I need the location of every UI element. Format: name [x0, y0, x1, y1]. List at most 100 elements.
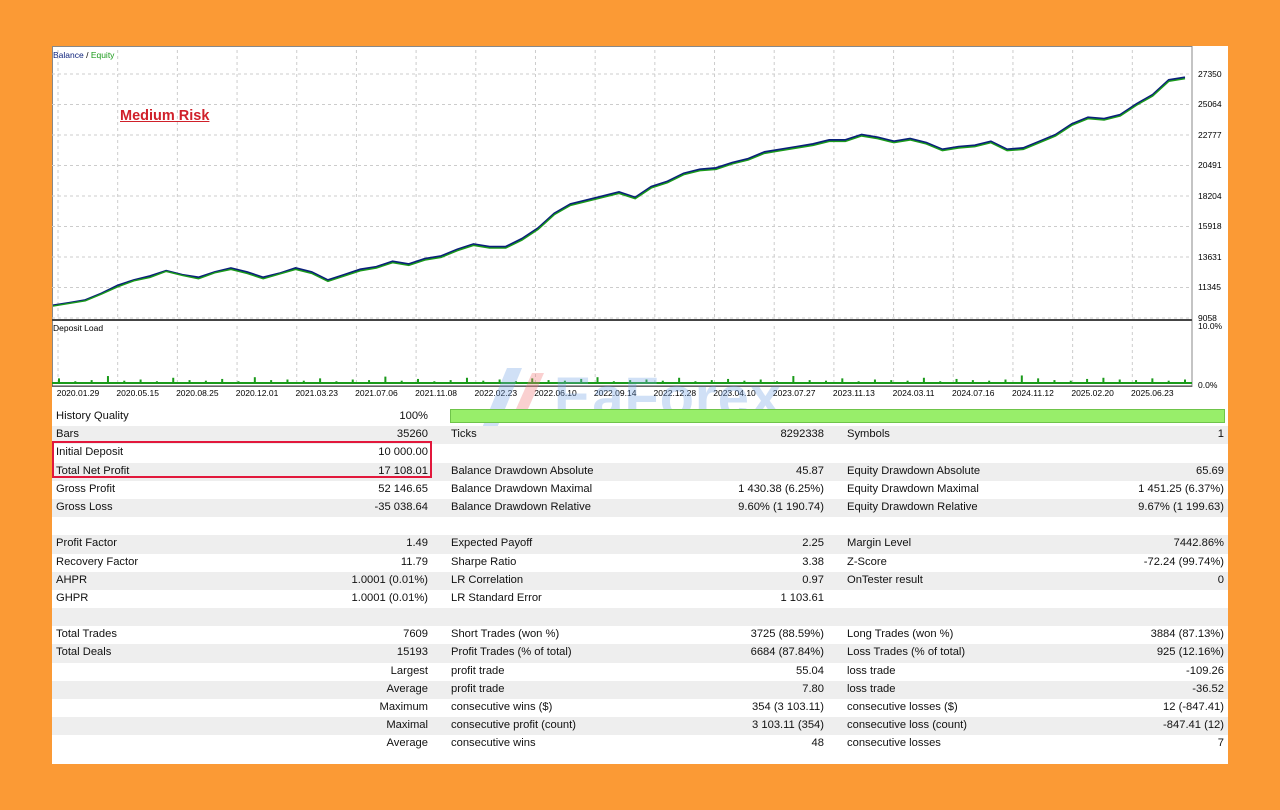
title-separator: /	[83, 50, 91, 60]
stat-label: Equity Drawdown Absolute	[847, 464, 981, 477]
stat-label: loss trade	[847, 682, 896, 695]
stat-label: Recovery Factor	[56, 555, 139, 568]
stats-row: Total Deals 15193 Profit Trades (% of tota…	[52, 644, 1228, 663]
stat-label: profit trade	[451, 682, 505, 695]
deposit-load-bar	[1184, 379, 1186, 384]
deposit-load-bar	[1102, 377, 1105, 384]
y-tick-label: 18204	[1198, 191, 1222, 201]
stat-label: Expected Payoff	[451, 537, 533, 550]
x-tick-label: 2025.06.23	[1131, 388, 1174, 398]
stat-value: 1.0001 (0.01%)	[351, 591, 429, 604]
stat-value: 6684 (87.84%)	[750, 646, 824, 659]
deposit-load-bar	[596, 377, 599, 384]
stat-value: 65.69	[1196, 464, 1224, 477]
stat-label: Initial Deposit	[56, 446, 124, 459]
stats-row: AHPR 1.0001 (0.01%) LR Correlation 0.97 OnTe…	[52, 571, 1228, 590]
deposit-load-bar	[759, 379, 762, 384]
stat-value: 0	[1217, 573, 1224, 586]
stat-value: 35260	[396, 428, 428, 441]
deposit-load-bar	[106, 376, 109, 384]
stat-value: 17 108.01	[378, 464, 428, 477]
deposit-load-bar	[417, 378, 420, 384]
deposit-load-bar	[1020, 375, 1023, 384]
deposit-load-title: Deposit Load	[53, 323, 104, 333]
stat-value: 3 103.11 (354)	[752, 719, 824, 732]
stat-value: 1	[1217, 428, 1224, 441]
stat-label: Z-Score	[847, 555, 887, 568]
deposit-load-bar	[792, 376, 795, 384]
stat-value: -35 038.64	[374, 500, 429, 513]
stats-row: Total Net Profit 17 108.01 Balance Drawdow…	[52, 462, 1228, 481]
deposit-load-bar	[172, 377, 175, 384]
history-quality-bar	[450, 409, 1225, 423]
stat-label: Profit Factor	[56, 537, 117, 550]
x-tick-label: 2020.05.15	[116, 388, 159, 398]
stat-value: 0.97	[802, 573, 824, 586]
deposit-load-bar	[498, 379, 501, 384]
stat-value: 55.04	[796, 664, 824, 677]
deposit-load-bar	[645, 379, 648, 384]
x-tick-label: 2025.02.20	[1071, 388, 1114, 398]
stat-value: 15193	[396, 646, 428, 659]
deposit-load-bar	[727, 378, 730, 384]
y-tick-label: 9058	[1198, 313, 1217, 323]
deposit-load-bar	[873, 379, 876, 384]
stats-row: Total Trades 7609 Short Trades (won %) 3725…	[52, 626, 1228, 644]
stat-value: 1 103.61	[780, 591, 824, 604]
x-tick-label: 2023.07.27	[772, 388, 816, 398]
deposit-load-bar	[1086, 378, 1089, 384]
deposit-load-bar	[58, 378, 60, 384]
stats-row: Largest profit trade 55.04 loss trade -109.2…	[52, 663, 1228, 681]
stat-value: 354 (3 103.11)	[752, 701, 824, 713]
y-tick-label: 20491	[1198, 160, 1222, 171]
stat-value: 3725 (88.59%)	[750, 628, 824, 641]
stat-label: History Quality	[56, 410, 129, 422]
stat-value: 7	[1217, 737, 1224, 750]
stat-value: 3884 (87.13%)	[1150, 628, 1224, 641]
x-tick-label: 2022.09.14	[593, 388, 637, 398]
deposit-load-bar	[221, 378, 224, 384]
x-tick-label: 2021.03.23	[295, 388, 338, 398]
y-tick-label: 11345	[1198, 282, 1222, 293]
x-tick-label: 2022.06.10	[534, 388, 577, 398]
x-tick-label: 2024.11.12	[1011, 388, 1054, 398]
stat-label: Long Trades (won %)	[847, 628, 954, 641]
stat-value: Average	[386, 737, 428, 750]
x-tick-label: 2021.11.08	[415, 388, 458, 398]
y-tick-label: 15918	[1198, 221, 1222, 232]
stat-value: 52 146.65	[378, 482, 428, 495]
stat-label: Sharpe Ratio	[451, 555, 517, 568]
stat-label: Balance Drawdown Maximal	[451, 482, 593, 495]
stats-table: History Quality 100% Bars 35260 Ticks 8292338…	[52, 408, 1228, 754]
stats-row: Bars 35260 Ticks 8292338 Symbols 1	[52, 426, 1228, 445]
load-tick-label: 10.0%	[1198, 321, 1223, 331]
stats-row: Profit Factor 1.49 Expected Payoff 2.25 Marg…	[52, 535, 1228, 554]
stat-value: 7.80	[802, 682, 824, 695]
stat-value: -36.52	[1192, 682, 1224, 695]
x-tick-label: 2022.12.28	[653, 388, 697, 398]
balance-title: Balance	[53, 50, 84, 60]
stats-row: Average consecutive wins 48 consecutive los…	[52, 735, 1228, 753]
stat-label: Equity Drawdown Relative	[847, 500, 978, 513]
stat-value: 12 (-847.41)	[1163, 701, 1224, 713]
deposit-load-bar	[580, 378, 583, 384]
stat-value: 9.60% (1 190.74)	[738, 500, 824, 513]
stat-value: 1 430.38 (6.25%)	[738, 482, 824, 495]
series-line-balance	[52, 76, 1186, 307]
stat-label: LR Standard Error	[451, 591, 542, 604]
stat-label: Bars	[56, 428, 80, 441]
stat-value: -109.26	[1186, 664, 1224, 677]
x-tick-label: 2020.08.25	[176, 388, 219, 398]
deposit-load-bar	[531, 378, 534, 384]
equity-title: Equity	[90, 50, 115, 60]
stat-value: -847.41 (12)	[1163, 719, 1224, 732]
stat-value: Maximum	[379, 701, 428, 713]
stat-value: 9.67% (1 199.63)	[1138, 500, 1224, 513]
deposit-load-bar	[1151, 378, 1154, 384]
stat-value: 1.49	[406, 537, 428, 550]
stat-label: Gross Profit	[56, 482, 116, 495]
deposit-load-bar	[384, 376, 387, 384]
y-tick-label: 22777	[1198, 130, 1222, 140]
stat-value: 1 451.25 (6.37%)	[1138, 482, 1224, 495]
stat-value: Average	[386, 682, 428, 695]
